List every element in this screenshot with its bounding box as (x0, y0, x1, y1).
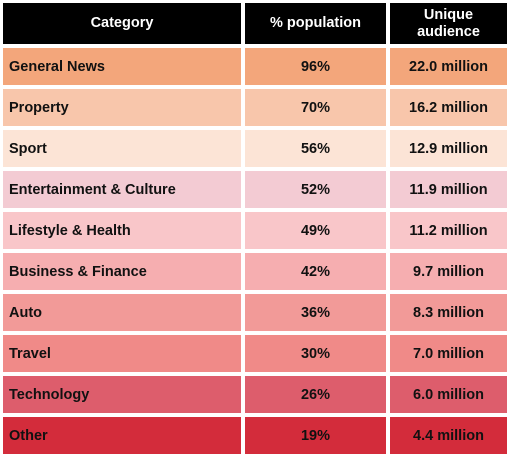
category-cell: Auto (3, 294, 241, 331)
category-cell: Entertainment & Culture (3, 171, 241, 208)
header-row: Category % population Unique audience (3, 3, 507, 44)
category-cell: Lifestyle & Health (3, 212, 241, 249)
unique-audience-cell: 22.0 million (390, 48, 507, 85)
percent-population-cell: 30% (245, 335, 386, 372)
unique-audience-cell: 11.9 million (390, 171, 507, 208)
table-row: Other 19% 4.4 million (3, 417, 507, 454)
table-row: Sport 56% 12.9 million (3, 130, 507, 167)
table-row: Technology 26% 6.0 million (3, 376, 507, 413)
header-percent-population: % population (245, 3, 386, 44)
percent-population-cell: 70% (245, 89, 386, 126)
percent-population-cell: 19% (245, 417, 386, 454)
category-cell: Business & Finance (3, 253, 241, 290)
category-cell: Technology (3, 376, 241, 413)
table-row: Business & Finance 42% 9.7 million (3, 253, 507, 290)
data-table: Category % population Unique audience Ge… (3, 3, 507, 458)
category-cell: General News (3, 48, 241, 85)
unique-audience-cell: 11.2 million (390, 212, 507, 249)
percent-population-cell: 26% (245, 376, 386, 413)
unique-audience-cell: 9.7 million (390, 253, 507, 290)
category-cell: Travel (3, 335, 241, 372)
header-category: Category (3, 3, 241, 44)
table-row: Entertainment & Culture 52% 11.9 million (3, 171, 507, 208)
category-cell: Other (3, 417, 241, 454)
percent-population-cell: 56% (245, 130, 386, 167)
percent-population-cell: 36% (245, 294, 386, 331)
table-row: Auto 36% 8.3 million (3, 294, 507, 331)
header-unique-audience-line-2: audience (417, 23, 480, 40)
table-row: General News 96% 22.0 million (3, 48, 507, 85)
table-row: Travel 30% 7.0 million (3, 335, 507, 372)
header-unique-audience-line-1: Unique (423, 6, 474, 23)
unique-audience-cell: 7.0 million (390, 335, 507, 372)
unique-audience-cell: 12.9 million (390, 130, 507, 167)
percent-population-cell: 42% (245, 253, 386, 290)
unique-audience-cell: 8.3 million (390, 294, 507, 331)
unique-audience-cell: 16.2 million (390, 89, 507, 126)
percent-population-cell: 49% (245, 212, 386, 249)
header-unique-audience: Unique audience (390, 3, 507, 44)
category-cell: Property (3, 89, 241, 126)
unique-audience-cell: 4.4 million (390, 417, 507, 454)
table-row: Property 70% 16.2 million (3, 89, 507, 126)
percent-population-cell: 96% (245, 48, 386, 85)
percent-population-cell: 52% (245, 171, 386, 208)
table-body: General News 96% 22.0 million Property 70% 16… (3, 48, 507, 454)
unique-audience-cell: 6.0 million (390, 376, 507, 413)
table-row: Lifestyle & Health 49% 11.2 million (3, 212, 507, 249)
category-cell: Sport (3, 130, 241, 167)
